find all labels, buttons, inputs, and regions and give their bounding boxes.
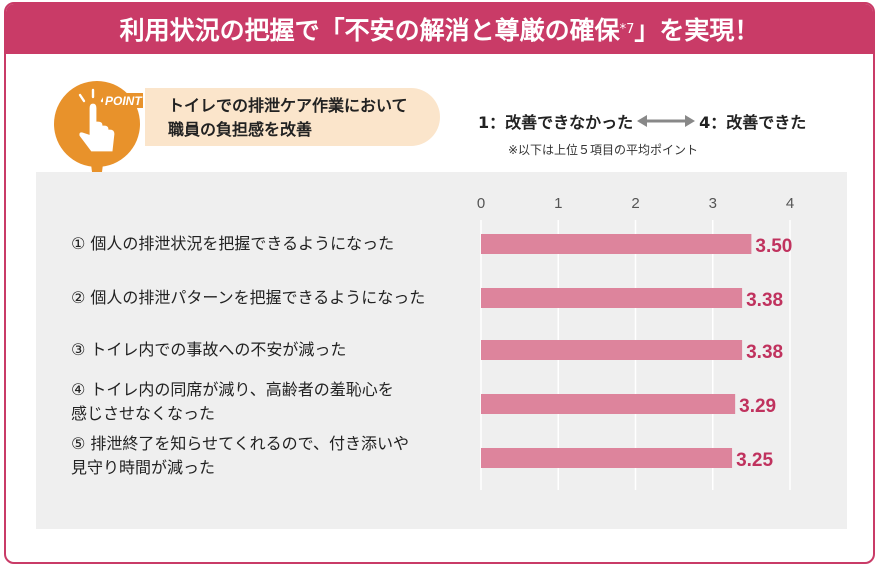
title-emphasis: 不安の解消と尊厳の確保 — [344, 16, 620, 45]
category-label: ② 個人の排泄パターンを把握できるようになった — [71, 286, 425, 310]
bar — [481, 394, 736, 414]
category-label-line: ② 個人の排泄パターンを把握できるようになった — [71, 288, 426, 307]
bar-value-label: 3.50 — [755, 236, 792, 257]
bar-value-label: 3.38 — [746, 290, 783, 311]
category-label-line: ④ トイレ内の同席が減り、高齢者の羞恥心を — [71, 380, 394, 399]
category-label-line: 感じさせなくなった — [71, 404, 216, 423]
bar-value-label: 3.25 — [736, 450, 773, 471]
point-tab — [145, 88, 440, 146]
bar-value-label: 3.29 — [739, 396, 776, 417]
legend-low: 1：改善できなかった — [478, 113, 634, 132]
category-label-line: ① 個人の排泄状況を把握できるようになった — [71, 234, 395, 253]
category-label-line: 見守り時間が減った — [71, 458, 216, 477]
legend-high: 4：改善できた — [699, 113, 807, 132]
point-line-1: トイレでの排泄ケア作業において — [168, 96, 408, 115]
category-label: ① 個人の排泄状況を把握できるようになった — [71, 232, 394, 256]
point-badge-text: POINT — [105, 94, 143, 108]
point-icon: POINT — [54, 81, 143, 212]
x-tick-label: 2 — [631, 195, 639, 212]
bar — [481, 288, 743, 308]
bar — [481, 340, 743, 360]
x-tick-label: 1 — [554, 195, 562, 212]
bar — [481, 448, 733, 468]
category-label: ③ トイレ内での事故への不安が減った — [71, 338, 346, 362]
bar-chart: 0 1 2 3 4 3.50 3.38 3.38 3.29 3.25 — [477, 195, 794, 490]
x-tick-label: 4 — [786, 195, 794, 212]
point-line-2: 職員の負担感を改善 — [168, 120, 313, 139]
category-label-line: ⑤ 排泄終了を知らせてくれるので、付き添いや — [71, 434, 409, 453]
x-tick-label: 0 — [477, 195, 485, 212]
bar — [481, 234, 752, 254]
header-banner: 利用状況の把握で「 不安の解消と尊厳の確保 *7 」を実現！ — [6, 4, 873, 54]
title-prefix: 利用状況の把握で「 — [119, 16, 345, 45]
double-arrow-icon — [637, 115, 696, 127]
scale-legend: 1：改善できなかった 4：改善できた — [478, 109, 806, 133]
x-tick-label: 3 — [709, 195, 717, 212]
bar-value-label: 3.38 — [746, 342, 783, 363]
point-text: トイレでの排泄ケア作業において 職員の負担感を改善 — [168, 94, 408, 142]
note-text: ※以下は上位５項目の平均ポイント — [508, 143, 699, 157]
category-label-line: ③ トイレ内での事故への不安が減った — [71, 340, 347, 359]
category-label: ⑤ 排泄終了を知らせてくれるので、付き添いや 見守り時間が減った — [71, 432, 409, 480]
category-label: ④ トイレ内の同席が減り、高齢者の羞恥心を 感じさせなくなった — [71, 378, 394, 426]
title-suffix: 」を実現！ — [634, 16, 760, 45]
title-footnote-mark: *7 — [619, 21, 635, 37]
